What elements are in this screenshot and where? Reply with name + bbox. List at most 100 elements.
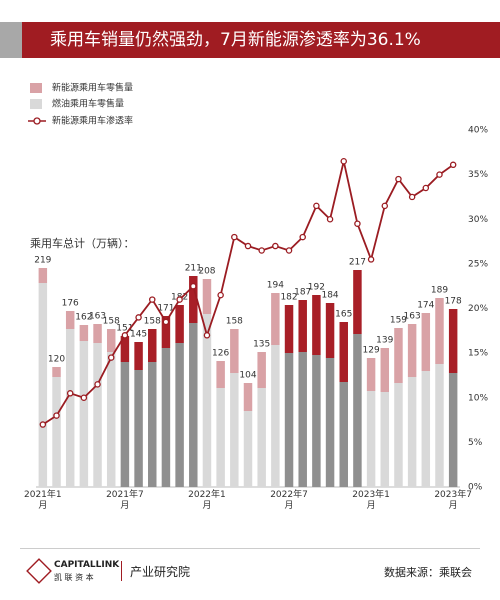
bar: [134, 342, 143, 370]
bar: [243, 411, 253, 487]
bar: [284, 353, 294, 487]
bar: [284, 305, 294, 353]
bar: [298, 352, 307, 487]
x-tick-label: 2023年7月: [434, 490, 472, 511]
total-label: 158: [144, 317, 161, 327]
total-label: 151: [116, 324, 133, 334]
bar: [325, 303, 335, 358]
bar: [435, 298, 444, 364]
bar: [421, 371, 431, 487]
legend-swatch: [30, 83, 42, 93]
annotation: 乘用车总计（万辆）：: [30, 236, 135, 250]
bar: [271, 293, 280, 345]
bar: [339, 382, 348, 487]
bar: [202, 279, 212, 314]
line-marker: [258, 247, 265, 254]
y2-tick-label: 35%: [468, 170, 488, 180]
line-marker: [80, 394, 88, 401]
bar: [407, 377, 417, 487]
total-label: 208: [198, 267, 215, 277]
line-marker: [449, 161, 457, 169]
bar: [312, 295, 321, 355]
bar: [79, 325, 89, 341]
total-label: 129: [363, 346, 380, 356]
x-tick-label: 2022年1月: [188, 490, 226, 511]
bar: [120, 336, 130, 362]
source: 数据来源：乘联会: [384, 566, 472, 579]
bar: [394, 328, 403, 383]
bar: [38, 268, 48, 283]
y2-tick-label: 30%: [468, 215, 488, 225]
total-label: 104: [239, 371, 256, 381]
bar: [407, 324, 417, 377]
x-tick-label: 2021年7月: [106, 490, 144, 511]
line-marker: [217, 291, 224, 299]
bar: [65, 311, 75, 329]
bar: [257, 388, 266, 487]
legend-label: 新能源乘用车零售量: [52, 82, 133, 94]
bar: [312, 355, 321, 487]
bar: [52, 377, 61, 487]
bar: [257, 352, 266, 388]
bar: [325, 358, 335, 487]
total-label: 194: [267, 281, 284, 291]
line-marker: [162, 318, 170, 326]
bar: [148, 329, 157, 362]
x-tick-label: 2021年1月: [24, 490, 62, 511]
line-marker: [121, 332, 129, 339]
bar: [106, 352, 116, 487]
line-marker: [135, 314, 142, 321]
total-label: 158: [103, 317, 120, 327]
bar: [448, 373, 458, 487]
bar: [120, 362, 130, 487]
bar: [79, 341, 89, 487]
footer-rule: [20, 548, 480, 549]
bar: [366, 358, 376, 391]
bar: [394, 383, 403, 487]
bar: [353, 270, 362, 334]
bar: [65, 329, 75, 487]
bar: [148, 362, 157, 487]
line-marker: [326, 215, 334, 223]
total-label: 163: [404, 312, 421, 322]
total-label: 158: [226, 317, 243, 327]
line-marker: [53, 412, 60, 419]
bar: [380, 348, 390, 392]
line-marker: [66, 390, 74, 397]
bar: [243, 383, 253, 411]
line-marker: [313, 202, 320, 210]
bar: [189, 276, 198, 323]
x-tick-label: 2022年7月: [270, 490, 308, 511]
line-marker: [285, 247, 293, 254]
line-marker: [94, 381, 101, 388]
total-label: 171: [157, 304, 174, 314]
bar: [216, 361, 225, 388]
bar: [93, 324, 102, 343]
bar: [366, 391, 376, 487]
line-marker: [107, 354, 115, 361]
bar: [421, 313, 431, 371]
total-label: 135: [253, 340, 270, 350]
total-label: 178: [445, 297, 462, 307]
header-bar: [22, 22, 500, 58]
line-marker: [39, 421, 47, 428]
bar: [93, 343, 102, 487]
separator: [121, 561, 122, 581]
line-marker: [422, 184, 430, 192]
bar: [106, 329, 116, 352]
header-title: 乘用车销量仍然强劲，7月新能源渗透率为36.1%: [50, 30, 421, 50]
y2-tick-label: 20%: [468, 304, 488, 314]
line-marker: [381, 202, 389, 210]
bar: [161, 316, 171, 348]
bar: [448, 309, 458, 373]
total-label: 211: [185, 264, 202, 274]
total-label: 182: [280, 293, 297, 303]
bar: [230, 373, 239, 487]
total-label: 189: [431, 286, 448, 296]
dept: 产业研究院: [130, 565, 191, 579]
legend-label: 燃油乘用车零售量: [52, 98, 124, 110]
y2-tick-label: 10%: [468, 393, 488, 403]
legend-marker: [33, 117, 41, 125]
legend-label: 新能源乘用车渗透率: [52, 115, 133, 127]
